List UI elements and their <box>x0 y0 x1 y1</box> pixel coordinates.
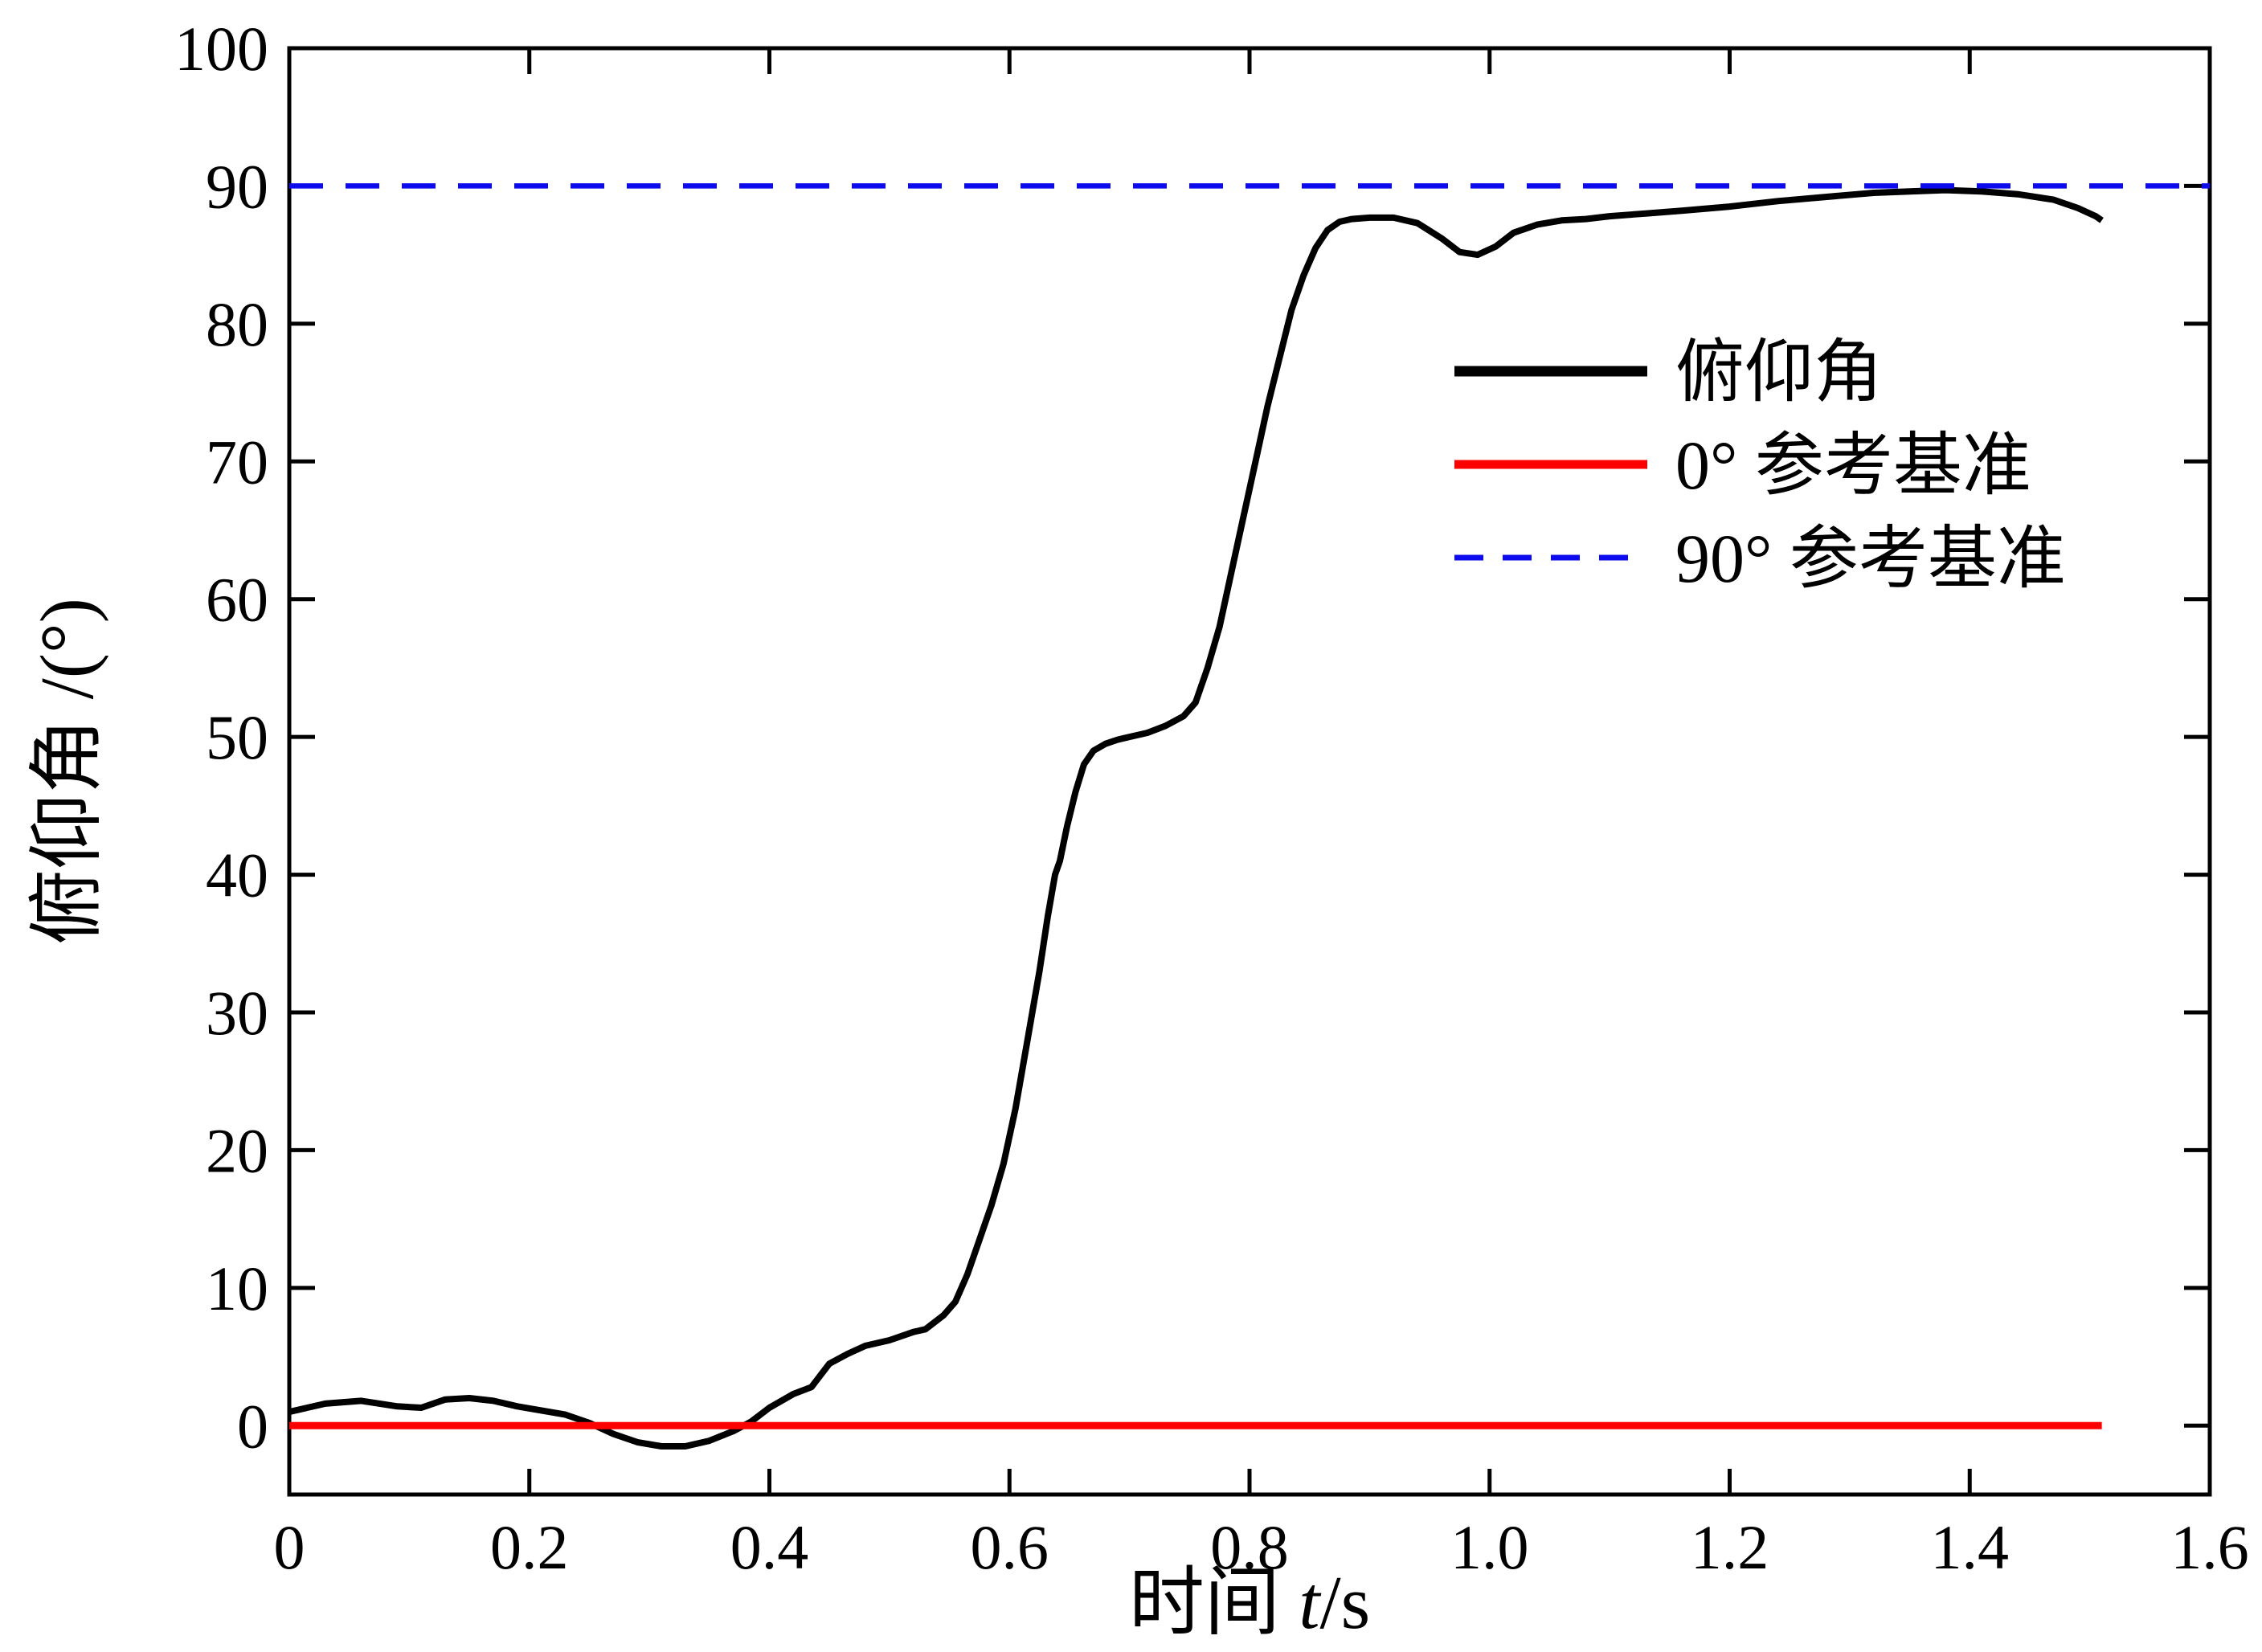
legend-line-samples <box>1454 366 1647 561</box>
y-tick-label: 90 <box>206 151 268 221</box>
y-tick-label: 80 <box>206 289 268 359</box>
x-axis-label-unit: /s <box>1319 1561 1370 1645</box>
x-tick-label: 0.4 <box>730 1512 809 1582</box>
y-tick-label: 20 <box>206 1115 268 1185</box>
y-tick-label: 50 <box>206 702 268 772</box>
x-tick-label: 1.6 <box>2170 1512 2249 1582</box>
y-tick-label: 40 <box>206 840 268 910</box>
y-tick-label: 60 <box>206 565 268 635</box>
x-tick-label: 1.2 <box>1691 1512 1769 1582</box>
axis-ticks: 0 0.2 0.4 0.6 0.8 1.0 1.2 1.4 1.6 0 10 20 30 40 50 60 70… <box>174 14 2249 1582</box>
x-axis-label-variable: t <box>1299 1561 1321 1645</box>
x-tick-label: 0.8 <box>1210 1512 1289 1582</box>
x-tick-label: 0.2 <box>490 1512 569 1582</box>
y-tick-label: 0 <box>237 1391 268 1461</box>
y-axis-label: 俯仰角 /(°) <box>26 598 109 945</box>
legend-label-pitch-angle: 俯仰角 <box>1675 333 1883 411</box>
legend: 俯仰角 0° 参考基准 90° 参考基准 <box>1675 333 2066 597</box>
legend-label-0deg-reference: 0° 参考基准 <box>1675 427 2031 504</box>
x-axis-label-prefix: 时间 <box>1129 1561 1299 1645</box>
plot-series <box>288 183 2210 1450</box>
y-tick-label: 30 <box>206 978 268 1048</box>
y-tick-label: 70 <box>206 427 268 497</box>
y-tick-label: 100 <box>174 14 268 84</box>
y-tick-label: 10 <box>206 1253 268 1323</box>
plot-border <box>287 46 2212 1497</box>
legend-label-90deg-reference: 90° 参考基准 <box>1675 520 2066 597</box>
x-tick-label: 1.4 <box>1931 1512 2010 1582</box>
x-tick-label: 0.6 <box>971 1512 1049 1582</box>
x-tick-label: 0 <box>274 1512 305 1582</box>
x-tick-label: 1.0 <box>1450 1512 1529 1582</box>
x-axis-label: 时间 t/s <box>1129 1561 1370 1645</box>
pitch-angle-curve <box>288 186 2104 1450</box>
